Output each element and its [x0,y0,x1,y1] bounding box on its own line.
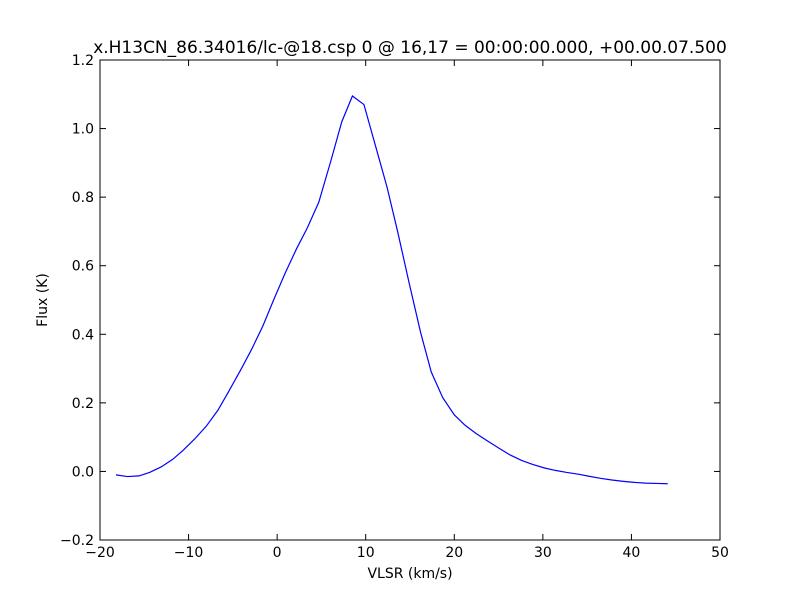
plot-frame [99,59,721,541]
y-tick-label: 1.0 [72,122,94,138]
x-axis-label: VLSR (km/s) [367,566,452,582]
y-tick-label: 0.4 [72,327,94,343]
y-axis-label: Flux (K) [35,273,51,327]
y-tick-label: 0.8 [72,190,94,206]
x-tick-label: 20 [445,545,463,561]
x-tick-label: 10 [357,545,375,561]
y-tick-label: 0.6 [72,259,94,275]
series-line [115,95,668,485]
y-tick-label: −0.2 [60,533,94,549]
x-tick-label: 50 [711,545,729,561]
x-tick-label: 40 [623,545,641,561]
y-tick-label: 0.0 [72,464,94,480]
chart-title: x.H13CN_86.34016/lc-@18.csp 0 @ 16,17 = … [93,38,727,58]
y-tick-label: 1.2 [72,53,94,69]
axis-tick-labels: −20 −10 0 10 20 30 40 50 −0.2 0.0 0.2 0.4 0.6 0.8 1.0 1… [60,53,729,561]
x-tick-label: 0 [273,545,282,561]
x-tick-label: −10 [174,545,204,561]
x-tick-label: −20 [85,545,115,561]
y-tick-label: 0.2 [72,396,94,412]
x-tick-label: 30 [534,545,552,561]
